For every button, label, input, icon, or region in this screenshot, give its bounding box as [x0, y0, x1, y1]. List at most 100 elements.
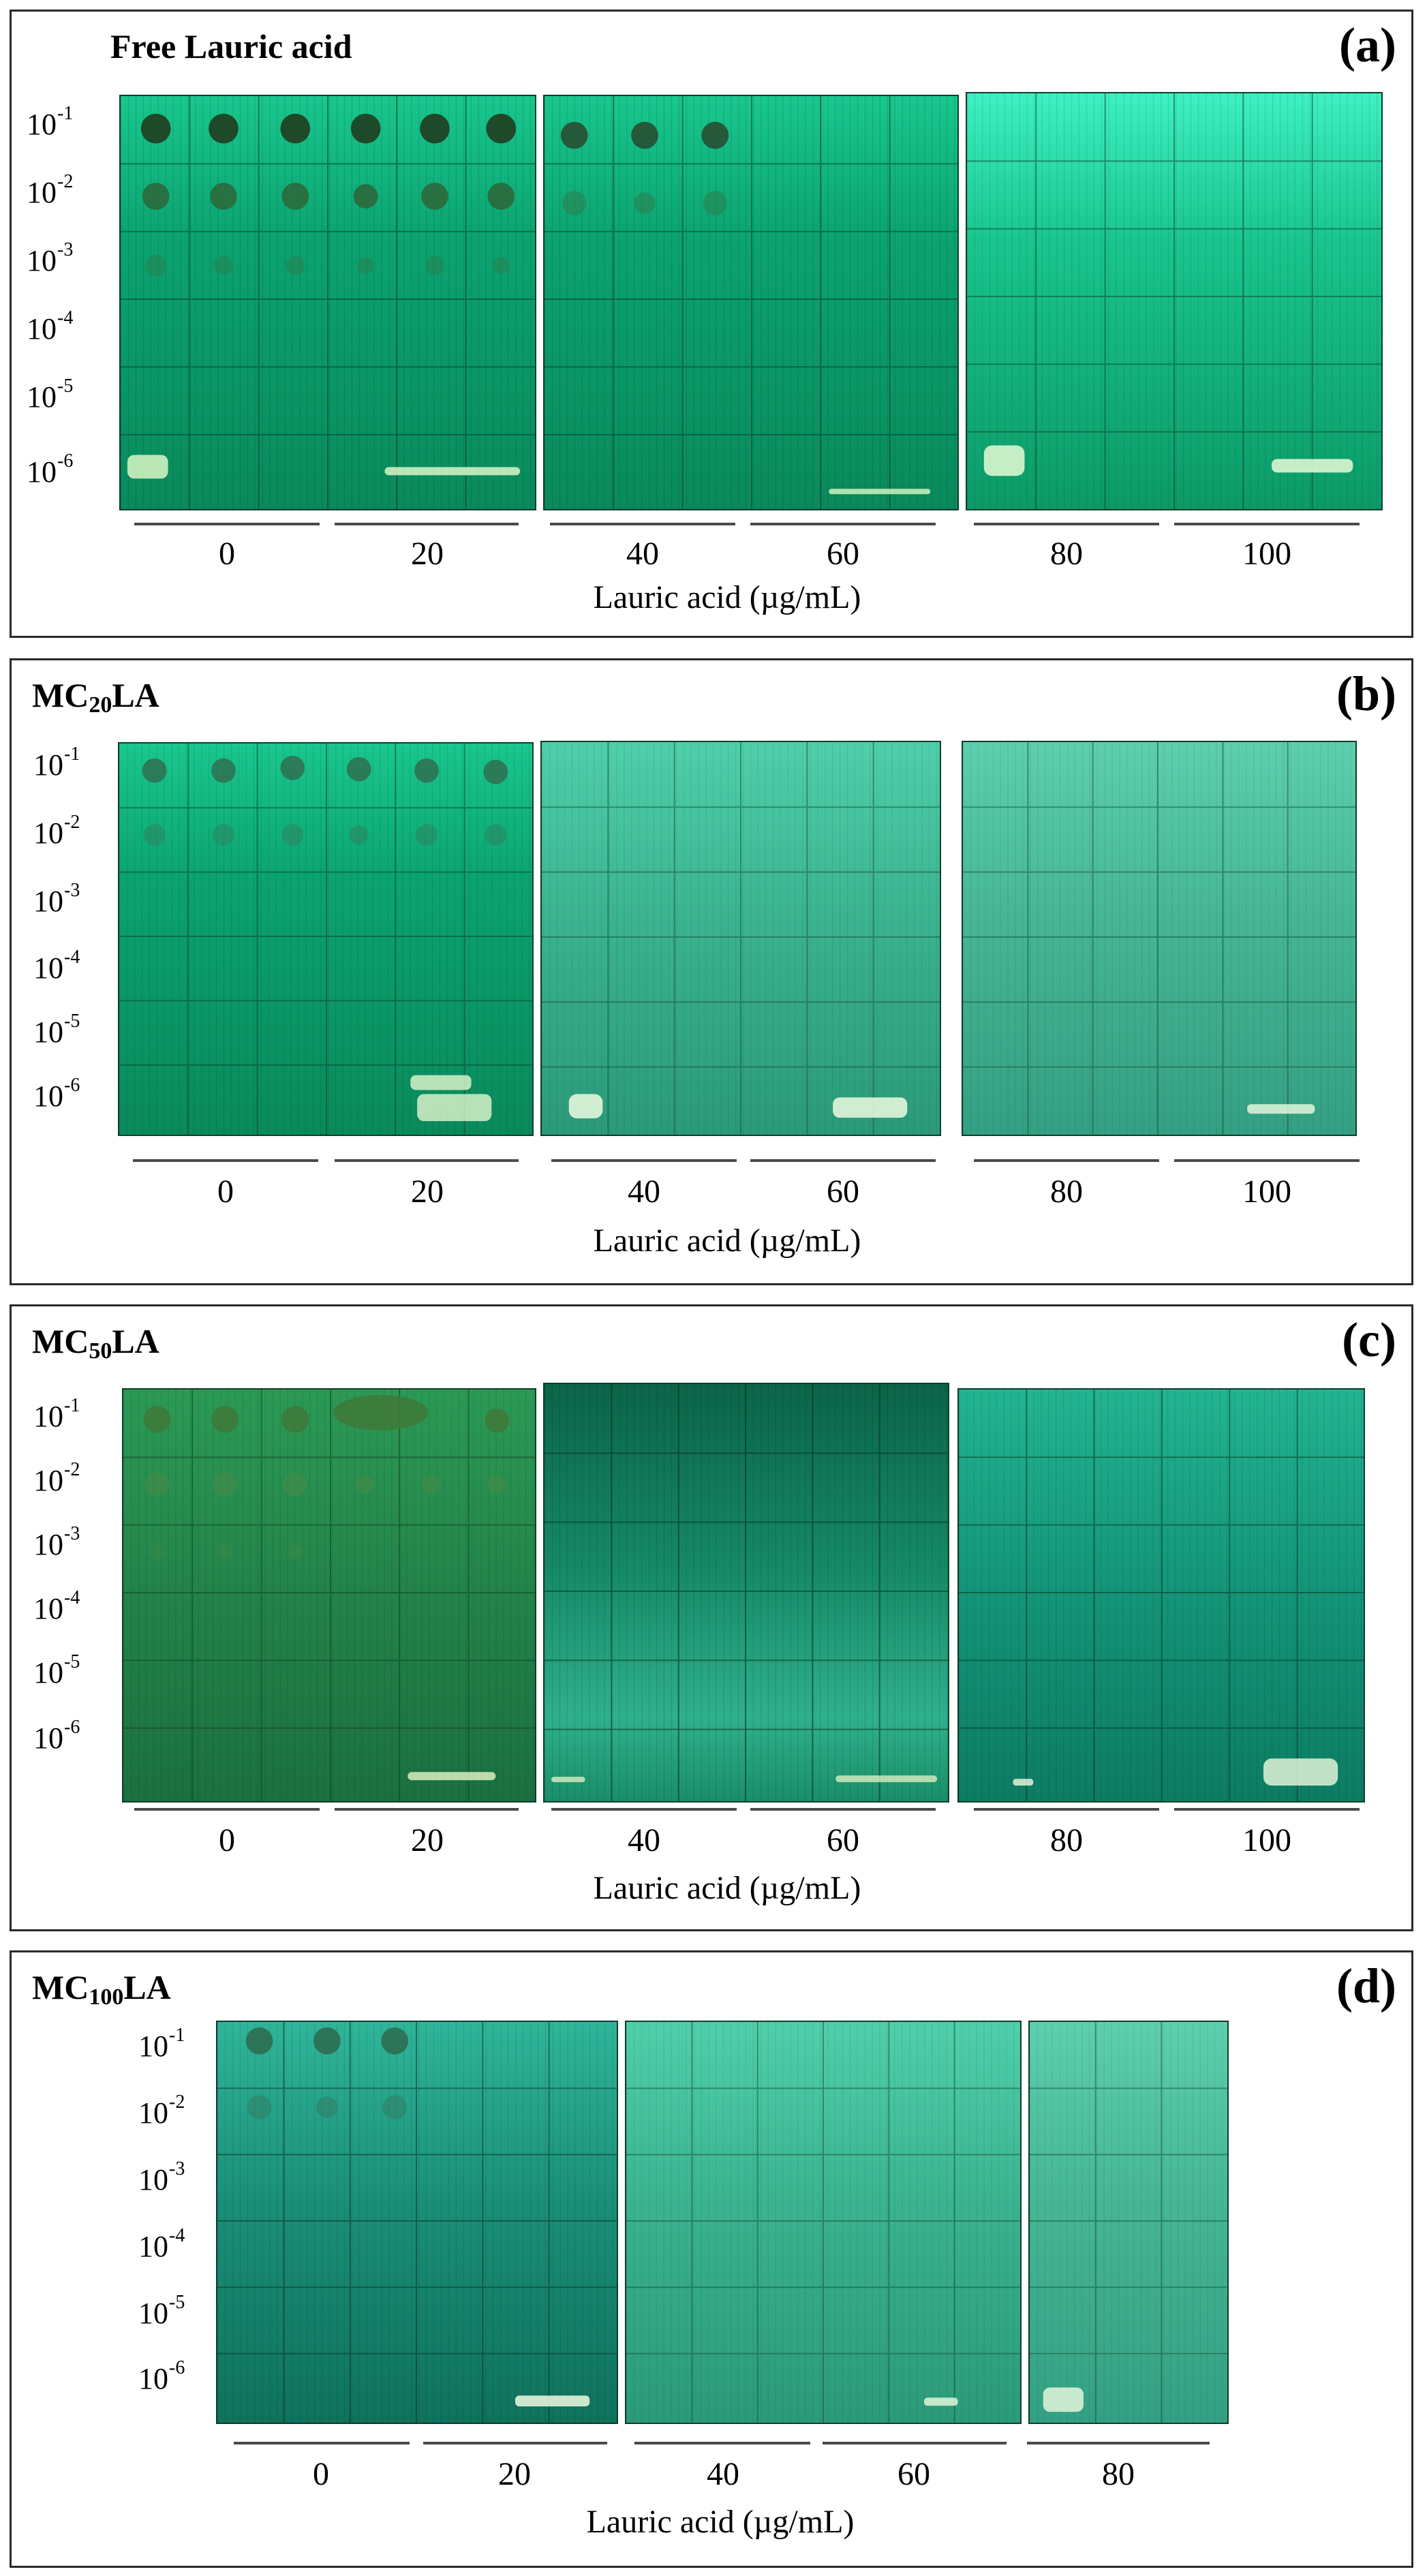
dilution-label-4: 10-4: [27, 307, 74, 346]
conc-underline: [750, 1808, 936, 1811]
plate-grid: [544, 96, 957, 509]
conc-underline: [133, 1159, 318, 1162]
dilution-label-2: 10-2: [33, 1459, 80, 1497]
plate-a-1: [119, 95, 536, 510]
conc-underline: [335, 1159, 519, 1162]
conc-underline: [234, 2442, 410, 2444]
conc-label: 20: [411, 1174, 444, 1210]
dilution-label-2: 10-2: [27, 171, 74, 209]
plate-b-1: [118, 742, 534, 1136]
plate-grid: [963, 742, 1355, 1135]
dilution-label-6: 10-6: [33, 1075, 80, 1113]
conc-label: 80: [1050, 1174, 1083, 1210]
plate-grid: [959, 1390, 1364, 1801]
conc-label: 0: [219, 1822, 235, 1858]
panel-d: MC100LA (d) 10-1 10-2 10-3 10-4 10-5 10-…: [10, 1950, 1413, 2568]
conc-label: 80: [1050, 536, 1083, 572]
dilution-label-6: 10-6: [33, 1717, 80, 1755]
plate-grid: [119, 743, 532, 1135]
dilution-label-2: 10-2: [138, 2091, 185, 2130]
plate-c-1: [122, 1388, 536, 1803]
conc-label: 40: [628, 1174, 660, 1210]
conc-underline: [551, 1159, 737, 1162]
conc-label: 60: [827, 1174, 859, 1210]
conc-underline: [974, 523, 1159, 525]
panel-c-title: MC50LA: [32, 1322, 159, 1364]
conc-label: 60: [897, 2456, 930, 2492]
conc-label: 20: [411, 536, 444, 572]
conc-underline: [134, 523, 320, 525]
conc-label: 0: [313, 2456, 329, 2492]
dilution-label-3: 10-3: [33, 880, 80, 918]
conc-underline: [974, 1159, 1159, 1162]
dilution-label-6: 10-6: [27, 450, 74, 489]
dilution-label-3: 10-3: [33, 1523, 80, 1561]
x-axis-label: Lauric acid (µg/mL): [593, 1870, 861, 1906]
conc-underline: [551, 1808, 737, 1811]
dilution-label-5: 10-5: [138, 2292, 185, 2330]
plate-a-3: [966, 92, 1383, 510]
plate-c-3: [957, 1388, 1365, 1803]
dilution-label-6: 10-6: [138, 2357, 185, 2395]
conc-underline: [750, 1159, 936, 1162]
conc-label: 20: [498, 2456, 531, 2492]
conc-label: 100: [1242, 536, 1291, 572]
panel-b-title: MC20LA: [32, 676, 159, 718]
plate-b-3: [962, 741, 1357, 1136]
plate-grid: [121, 96, 535, 509]
conc-label: 0: [217, 1174, 234, 1210]
conc-underline: [1174, 1159, 1360, 1162]
panel-b-tag: (b): [1336, 666, 1396, 721]
panel-a-title: Free Lauric acid: [110, 27, 352, 65]
conc-label: 20: [411, 1822, 444, 1858]
conc-underline: [134, 1808, 320, 1811]
x-axis-label: Lauric acid (µg/mL): [586, 2504, 855, 2540]
x-axis-label: Lauric acid (µg/mL): [593, 1223, 861, 1259]
panel-b: MC20LA (b) 10-1 10-2 10-3 10-4 10-5 10-6: [10, 658, 1413, 1285]
conc-underline: [1174, 1808, 1360, 1811]
dilution-label-1: 10-1: [33, 743, 80, 782]
conc-underline: [974, 1808, 1159, 1811]
conc-label: 100: [1242, 1822, 1291, 1858]
plate-b-2: [540, 741, 941, 1136]
conc-underline: [750, 523, 936, 525]
conc-label: 80: [1102, 2456, 1135, 2492]
conc-underline: [1027, 2442, 1210, 2444]
conc-underline: [1174, 523, 1360, 525]
plate-a-2: [543, 95, 959, 510]
panel-c-tag: (c): [1342, 1313, 1396, 1367]
panel-d-title: MC100LA: [32, 1968, 171, 2010]
panel-c: MC50LA (c) 10-1 10-2 10-3 10-4 10-5 10-6: [10, 1304, 1413, 1931]
conc-underline: [634, 2442, 810, 2444]
conc-label: 40: [628, 1822, 660, 1858]
dilution-label-1: 10-1: [33, 1395, 80, 1433]
panel-a-tag: (a): [1339, 18, 1396, 72]
conc-label: 40: [707, 2456, 739, 2492]
plate-grid: [542, 742, 940, 1135]
dilution-label-5: 10-5: [27, 375, 74, 414]
plate-grid: [967, 93, 1381, 509]
conc-underline: [335, 1808, 519, 1811]
dilution-label-1: 10-1: [27, 103, 74, 141]
x-axis-label: Lauric acid (µg/mL): [593, 579, 861, 615]
plate-grid: [217, 2022, 617, 2423]
conc-label: 80: [1050, 1822, 1083, 1858]
dilution-label-4: 10-4: [138, 2225, 185, 2263]
dilution-label-2: 10-2: [33, 812, 80, 850]
dilution-label-4: 10-4: [33, 1587, 80, 1625]
conc-label: 60: [827, 536, 859, 572]
panel-a: Free Lauric acid (a) 10-1 10-2 10-3 10-4…: [10, 10, 1413, 638]
conc-label: 40: [626, 536, 659, 572]
dilution-label-3: 10-3: [138, 2158, 185, 2196]
conc-label: 60: [827, 1822, 859, 1858]
conc-underline: [823, 2442, 1007, 2444]
dilution-label-4: 10-4: [33, 947, 80, 985]
dilution-label-5: 10-5: [33, 1011, 80, 1049]
conc-underline: [335, 523, 519, 525]
conc-label: 100: [1242, 1174, 1291, 1210]
dilution-label-1: 10-1: [138, 2025, 185, 2063]
conc-underline: [550, 523, 735, 525]
plate-d-2: [625, 2021, 1022, 2424]
plate-grid: [544, 1384, 948, 1801]
plate-c-2: [543, 1383, 949, 1803]
